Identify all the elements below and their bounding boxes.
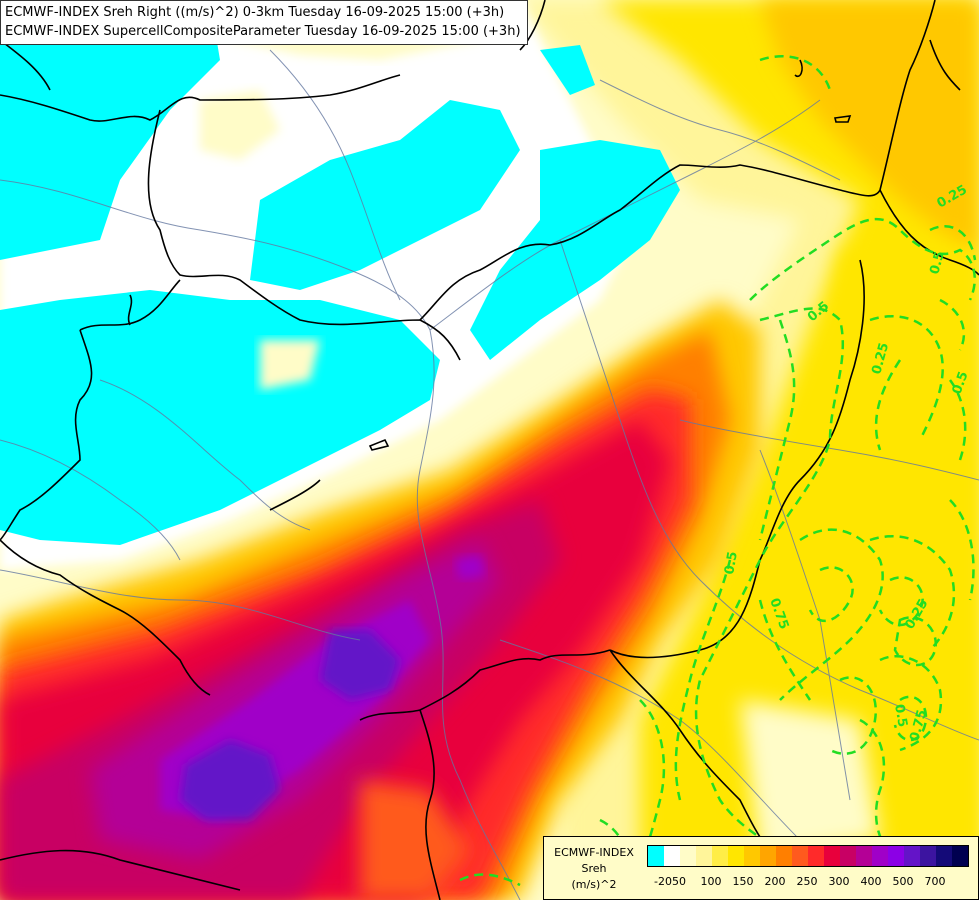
- map-title: ECMWF-INDEX Sreh Right ((m/s)^2) 0-3km T…: [0, 0, 528, 45]
- legend-tick: 250: [796, 875, 818, 888]
- legend-swatch: [808, 846, 824, 866]
- title-line-2: ECMWF-INDEX SupercellCompositeParameter …: [5, 24, 521, 39]
- legend-swatch: [856, 846, 872, 866]
- legend-tick: 300: [828, 875, 850, 888]
- legend-tick: 400: [860, 875, 882, 888]
- legend-tick: 200: [764, 875, 786, 888]
- legend-swatch: [872, 846, 888, 866]
- legend-color-bar: [647, 845, 969, 867]
- legend-swatch: [712, 846, 728, 866]
- legend-swatch: [760, 846, 776, 866]
- legend-swatch: [776, 846, 792, 866]
- legend-swatch: [920, 846, 936, 866]
- legend-swatch: [728, 846, 744, 866]
- legend-label: ECMWF-INDEX Sreh (m/s)^2: [544, 845, 644, 893]
- legend-swatch: [648, 846, 664, 866]
- legend-swatch: [664, 846, 680, 866]
- legend-swatch: [888, 846, 904, 866]
- legend-swatch: [904, 846, 920, 866]
- legend-swatch: [824, 846, 840, 866]
- legend-unit: (m/s)^2: [571, 878, 617, 891]
- legend-swatch: [792, 846, 808, 866]
- contour-label: 0.5: [927, 250, 947, 276]
- legend-ticks: -20 50 100 150 200 250 300 400 500 700: [647, 875, 967, 891]
- contour-label: 0.5: [950, 370, 972, 397]
- legend-swatch: [744, 846, 760, 866]
- legend-swatch: [952, 846, 968, 866]
- legend-tick: 150: [732, 875, 754, 888]
- legend-tick: -20: [654, 875, 672, 888]
- legend-swatch: [696, 846, 712, 866]
- color-legend: ECMWF-INDEX Sreh (m/s)^2 -20 50 100 150 200 2…: [543, 836, 979, 900]
- legend-tick: 50: [672, 875, 686, 888]
- legend-swatch: [840, 846, 856, 866]
- legend-tick: 700: [924, 875, 946, 888]
- legend-tick: 100: [700, 875, 722, 888]
- title-line-1: ECMWF-INDEX Sreh Right ((m/s)^2) 0-3km T…: [5, 5, 505, 20]
- legend-source: ECMWF-INDEX: [554, 846, 634, 859]
- legend-swatch: [680, 846, 696, 866]
- legend-tick: 500: [892, 875, 914, 888]
- contour-label: 0.5: [722, 550, 741, 575]
- legend-swatch: [936, 846, 952, 866]
- contour-label: 0.5: [891, 703, 910, 728]
- legend-variable: Sreh: [581, 862, 607, 875]
